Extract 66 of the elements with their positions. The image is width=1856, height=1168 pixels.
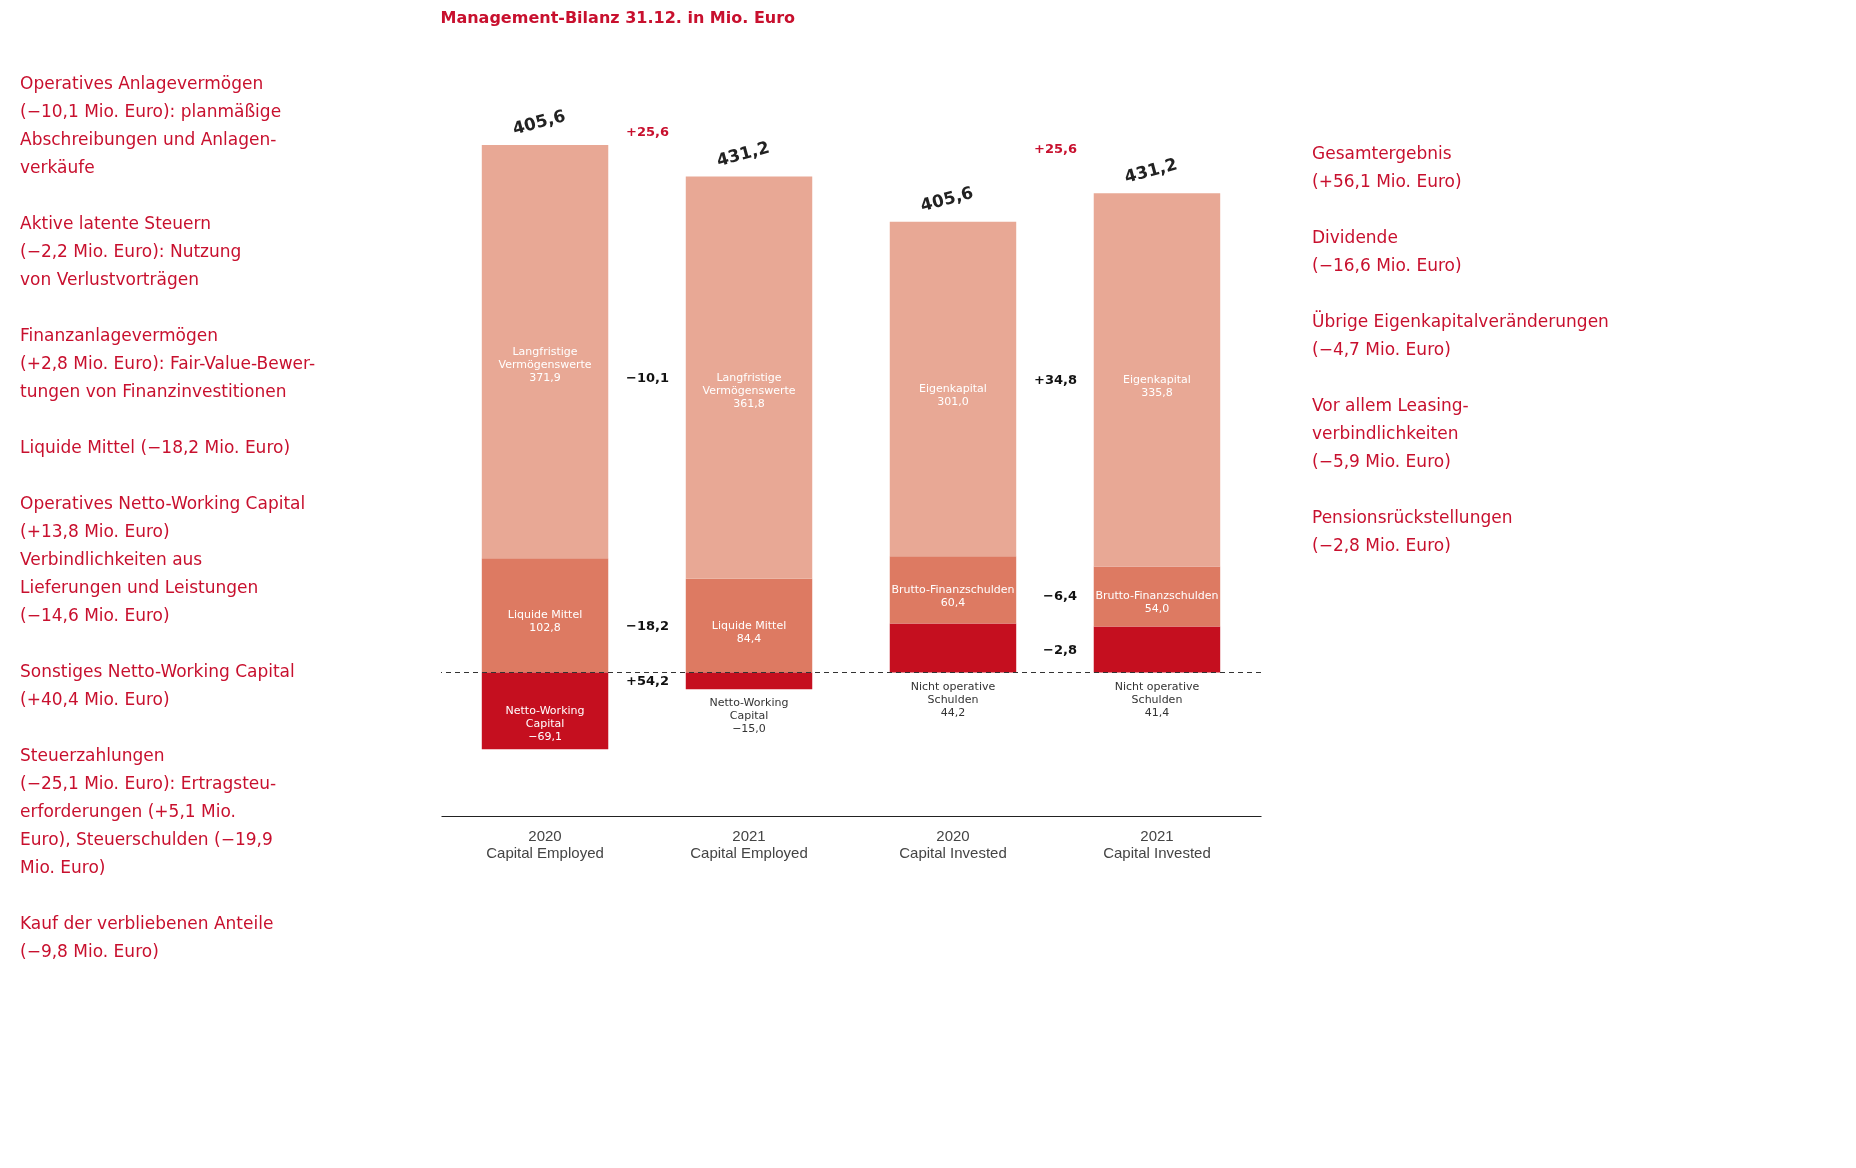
annotation: +54,2: [626, 672, 670, 688]
bar: [685, 578, 813, 673]
x-tick-label: 2021 Capital Invested: [1103, 826, 1211, 861]
text: Vor allem Leasing- verbindlichkeiten (−5,9 Mio. Euro): [1312, 395, 1469, 471]
data-label: −69,1: [528, 729, 562, 743]
text: Liquide Mittel (−18,2 Mio. Euro): [20, 437, 291, 457]
text: Pensionsrückstellungen (−2,8 Mio. Euro): [1312, 507, 1513, 555]
text: Übrige Eigenkapitalveränderungen (−4,7 Mio. Euro): [1312, 310, 1609, 359]
text: Nicht operative Schulden: [1114, 679, 1200, 706]
bar: [1093, 566, 1221, 627]
text: Brutto-Finanzschulden: [1095, 589, 1219, 603]
data-label: −15,0: [732, 722, 766, 736]
text: Steuerzahlungen (−25,1 Mio. Euro): Ertragsteu- erforderungen (+5,1 Mio. Euro), Steuerschulden (−19,9 Mio. Euro): [20, 745, 277, 877]
bar: [889, 623, 1017, 673]
text: Operatives Netto-Working Capital (+13,8 Mio. Euro) Verbindlichkeiten aus Lieferungen und Leistungen (−14,6 Mio. Euro): [20, 493, 306, 625]
text: +25,6: [626, 124, 670, 140]
x-tick-label: 2021 Capital Employed: [690, 826, 808, 861]
text: Langfristige Vermögenswerte: [702, 370, 796, 397]
text: Operatives Anlagevermögen (−10,1 Mio. Euro): planmäßige Abschreibungen und Anlagen- verkäufe: [20, 73, 282, 177]
bar: [481, 144, 609, 559]
series-label: Langfristige Vermögenswerte: [498, 344, 592, 371]
text: Aktive latente Steuern (−2,2 Mio. Euro): Nutzung von Verlustvorträgen: [20, 213, 242, 289]
annotation: −2,8: [1043, 641, 1077, 657]
total-label: 405,6: [918, 181, 976, 216]
total-label: 431,2: [1122, 153, 1180, 187]
data-label: 335,8: [1141, 385, 1173, 399]
series-label: Liquide Mittel: [507, 608, 583, 622]
bar: [889, 556, 1017, 624]
text: Finanzanlagevermögen (+2,8 Mio. Euro): Fair-Value-Bewer- tungen von Finanzinvestitionen: [20, 325, 316, 401]
text: Gesamtergebnis (+56,1 Mio. Euro): [1312, 143, 1462, 191]
x-tick-label: 2020 Capital Employed: [486, 826, 604, 861]
text: Dividende (−16,6 Mio. Euro): [1312, 227, 1462, 275]
series-label: Brutto-Finanzschulden: [891, 582, 1015, 596]
data-label: 44,2: [940, 705, 966, 719]
bar: [1093, 193, 1221, 567]
data-label: 102,8: [529, 621, 561, 635]
bar: [685, 672, 813, 690]
text: Eigenkapital: [919, 381, 987, 395]
annotation: −10,1: [626, 369, 670, 385]
text: Liquide Mittel: [711, 618, 787, 632]
data-label: 371,9: [529, 370, 561, 384]
bar: [889, 221, 1017, 557]
total-label: 405,6: [510, 105, 568, 139]
annotation: +34,8: [1034, 371, 1077, 387]
series-label: Netto-Working Capital: [709, 696, 789, 723]
chart-title: Management-Bilanz 31.12. in Mio. Euro: [440, 8, 796, 27]
data-label: 361,8: [733, 396, 765, 410]
data-label: 84,4: [736, 631, 762, 645]
data-label: 41,4: [1144, 705, 1170, 719]
data-label: 60,4: [940, 595, 966, 609]
annotation: −18,2: [626, 617, 670, 633]
series-label: Nicht operative Schulden: [910, 679, 996, 706]
data-label: 54,0: [1144, 602, 1170, 616]
annotation: −6,4: [1043, 588, 1077, 604]
x-tick-label: 2020 Capital Invested: [899, 826, 1007, 861]
text: Kauf der verbliebenen Anteile (−9,8 Mio. Euro): [20, 913, 274, 961]
bar: [685, 176, 813, 579]
text: Sonstiges Netto-Working Capital (+40,4 Mio. Euro): [20, 661, 295, 709]
text: Netto-Working Capital: [505, 703, 585, 730]
series-label: Eigenkapital: [1123, 372, 1191, 386]
bar: [481, 672, 609, 750]
bar: [481, 558, 609, 673]
text: +25,6: [1034, 140, 1077, 156]
data-label: 301,0: [937, 394, 969, 408]
bar: [1093, 626, 1221, 673]
total-label: 431,2: [714, 136, 772, 171]
